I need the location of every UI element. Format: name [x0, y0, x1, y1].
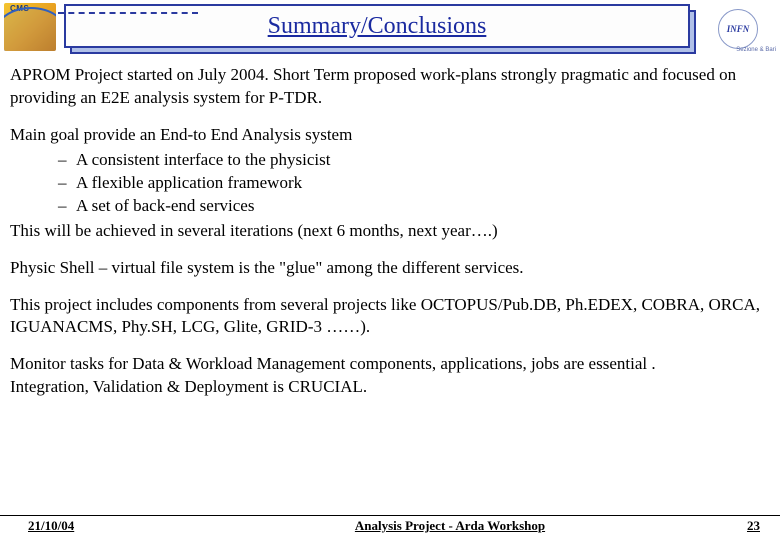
slide-body: APROM Project started on July 2004. Shor… — [0, 58, 780, 399]
p2-intro: Main goal provide an End-to End Analysis… — [10, 124, 770, 147]
paragraph-5: Monitor tasks for Data & Workload Manage… — [10, 353, 770, 399]
p5-line2: Integration, Validation & Deployment is … — [10, 376, 770, 399]
infn-logo: INFN Sezione & Bari — [700, 3, 776, 55]
cms-logo: CMS — [4, 3, 60, 55]
p5-line1: Monitor tasks for Data & Workload Manage… — [10, 353, 770, 376]
bullet-item: –A set of back-end services — [58, 195, 770, 218]
footer-title: Analysis Project - Arda Workshop — [200, 518, 700, 534]
p2-outro: This will be achieved in several iterati… — [10, 220, 770, 243]
infn-logo-label: INFN — [718, 9, 758, 49]
bullet-item: –A flexible application framework — [58, 172, 770, 195]
infn-logo-sub: Sezione & Bari — [736, 47, 776, 53]
footer: 21/10/04 Analysis Project - Arda Worksho… — [0, 515, 780, 534]
paragraph-3: Physic Shell – virtual file system is th… — [10, 257, 770, 280]
bullet-item: –A consistent interface to the physicist — [58, 149, 770, 172]
title-bar: CMS Summary/Conclusions INFN Sezione & B… — [0, 0, 780, 58]
footer-page: 23 — [700, 518, 780, 534]
cms-logo-label: CMS — [10, 4, 29, 13]
p2-bullets: –A consistent interface to the physicist… — [58, 149, 770, 218]
slide-title: Summary/Conclusions — [268, 13, 487, 40]
paragraph-2: Main goal provide an End-to End Analysis… — [10, 124, 770, 243]
paragraph-4: This project includes components from se… — [10, 294, 770, 340]
title-dash-line — [58, 12, 198, 14]
paragraph-1: APROM Project started on July 2004. Shor… — [10, 64, 770, 110]
footer-date: 21/10/04 — [0, 518, 200, 534]
